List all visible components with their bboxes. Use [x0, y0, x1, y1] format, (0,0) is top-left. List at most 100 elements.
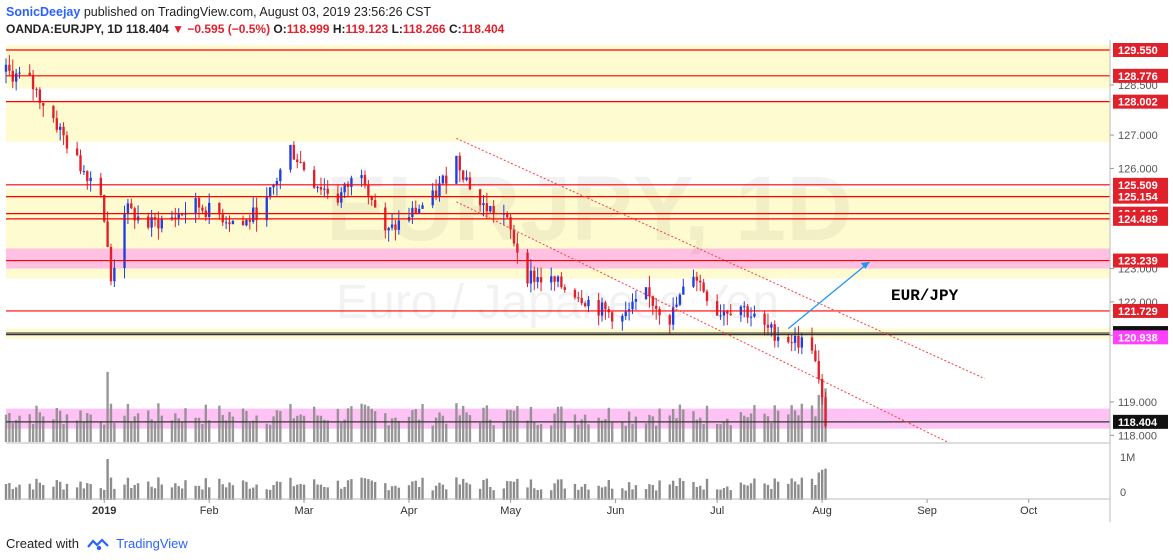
- candle-body: [431, 190, 434, 206]
- volume-pane-bar: [272, 485, 275, 500]
- price-tag-bg: [1113, 253, 1168, 268]
- tradingview-brand[interactable]: TradingView: [116, 536, 188, 551]
- arrow-head-icon: [860, 261, 870, 269]
- volume-pane-bar: [407, 485, 411, 500]
- volume-pane-bar: [489, 486, 492, 500]
- volume-bars: [4, 371, 827, 442]
- volume-bar: [489, 419, 492, 442]
- volume-bar: [343, 419, 346, 442]
- volume-pane-bar: [526, 487, 529, 500]
- volume-bar: [252, 420, 255, 442]
- volume-pane-bar: [604, 486, 607, 500]
- volume-bar: [299, 414, 302, 442]
- annotation-label: EUR/JPY: [891, 287, 959, 305]
- volume-bar: [312, 406, 316, 442]
- volume-pane-bar: [506, 481, 509, 500]
- volume-pane-bar: [316, 484, 319, 500]
- volume-bar: [126, 404, 130, 442]
- candle-body: [75, 148, 79, 156]
- volume-bar: [536, 424, 539, 442]
- volume-bar: [350, 406, 353, 442]
- candle-body: [699, 280, 702, 283]
- volume-bar: [445, 423, 448, 442]
- volume-pane-bar: [79, 481, 82, 500]
- author-link[interactable]: SonicDeejay: [6, 5, 81, 19]
- volume-pane-bar: [715, 489, 719, 500]
- volume-pane-bar: [651, 484, 655, 500]
- volume-bar: [265, 423, 268, 442]
- volume-pane-bar: [241, 480, 245, 500]
- x-tick-label: Sep: [917, 505, 937, 517]
- volume-bar: [147, 410, 150, 442]
- x-tick-label: 2019: [92, 505, 116, 517]
- volume-pane-bar: [421, 477, 424, 500]
- price-tag-label: 128.002: [1118, 97, 1158, 109]
- candle-body: [360, 175, 363, 179]
- price-tag-label: 128.776: [1118, 71, 1158, 83]
- volume-bar: [739, 412, 743, 442]
- volume-pane-bar: [14, 487, 18, 500]
- candle-body: [126, 203, 130, 213]
- volume-pane-bar: [753, 478, 756, 500]
- candle-body: [86, 171, 89, 182]
- candle-body: [265, 195, 268, 221]
- candle-body: [109, 246, 113, 282]
- volume-pane-bar: [265, 489, 268, 500]
- candle-body: [824, 397, 827, 427]
- volume-bar: [695, 419, 699, 442]
- volume-pane-bar: [55, 480, 58, 500]
- volume-pane-bar: [455, 477, 458, 500]
- candle-body: [489, 206, 492, 212]
- volume-bar: [197, 417, 201, 442]
- candle-body: [438, 183, 441, 198]
- candle-body: [705, 291, 709, 302]
- volume-bar: [35, 405, 38, 442]
- volume-bar: [302, 415, 306, 442]
- volume-bar: [722, 421, 726, 442]
- volume-pane-bar: [441, 484, 445, 500]
- volume-bar: [563, 422, 566, 442]
- volume-pane-bar: [655, 490, 658, 500]
- candle-body: [702, 282, 705, 292]
- volume-bar: [272, 416, 275, 442]
- volume-bar: [573, 414, 577, 442]
- volume-bar: [417, 419, 421, 442]
- volume-pane-bar: [28, 483, 31, 500]
- volume-bar: [800, 403, 804, 442]
- volume-bar: [394, 417, 397, 442]
- footer: Created with TradingView: [6, 536, 188, 551]
- volume-bar: [553, 413, 556, 442]
- volume-bar: [533, 421, 536, 442]
- volume-pane-bar: [268, 489, 272, 500]
- volume-pane-bar: [221, 484, 224, 500]
- candle-body: [350, 178, 353, 187]
- candle-body: [123, 212, 126, 268]
- candle-body: [577, 297, 580, 299]
- candle-body: [231, 221, 235, 225]
- volume-bar: [184, 408, 187, 442]
- volume-pane-bar: [776, 481, 780, 500]
- candle-body: [441, 175, 445, 184]
- volume-bar: [550, 425, 553, 442]
- volume-bar: [218, 405, 221, 442]
- volume-pane-bar: [793, 481, 797, 500]
- volume-bar: [580, 419, 583, 442]
- candle-body: [458, 155, 461, 171]
- volume-pane-bar: [62, 489, 65, 500]
- volume-pane-bar: [275, 481, 279, 500]
- volume-pane-bar: [35, 478, 38, 500]
- volume-bar: [370, 408, 373, 442]
- volume-pane-bar: [136, 483, 140, 500]
- volume-pane-bar: [668, 484, 671, 500]
- price-tag-label: 120.938: [1118, 332, 1158, 344]
- price-tag-bg: [1113, 68, 1168, 83]
- volume-bar: [610, 422, 614, 442]
- volume-bar: [28, 414, 31, 442]
- candle-body: [319, 187, 323, 190]
- volume-pane-bar: [363, 478, 367, 500]
- last-price: 118.404: [126, 22, 169, 36]
- chart-container[interactable]: EURJPY, 1D Euro / Japanese Yen EUR/JPY 118.…: [0, 40, 1173, 527]
- candle-body: [793, 335, 797, 343]
- candle-body: [621, 315, 624, 322]
